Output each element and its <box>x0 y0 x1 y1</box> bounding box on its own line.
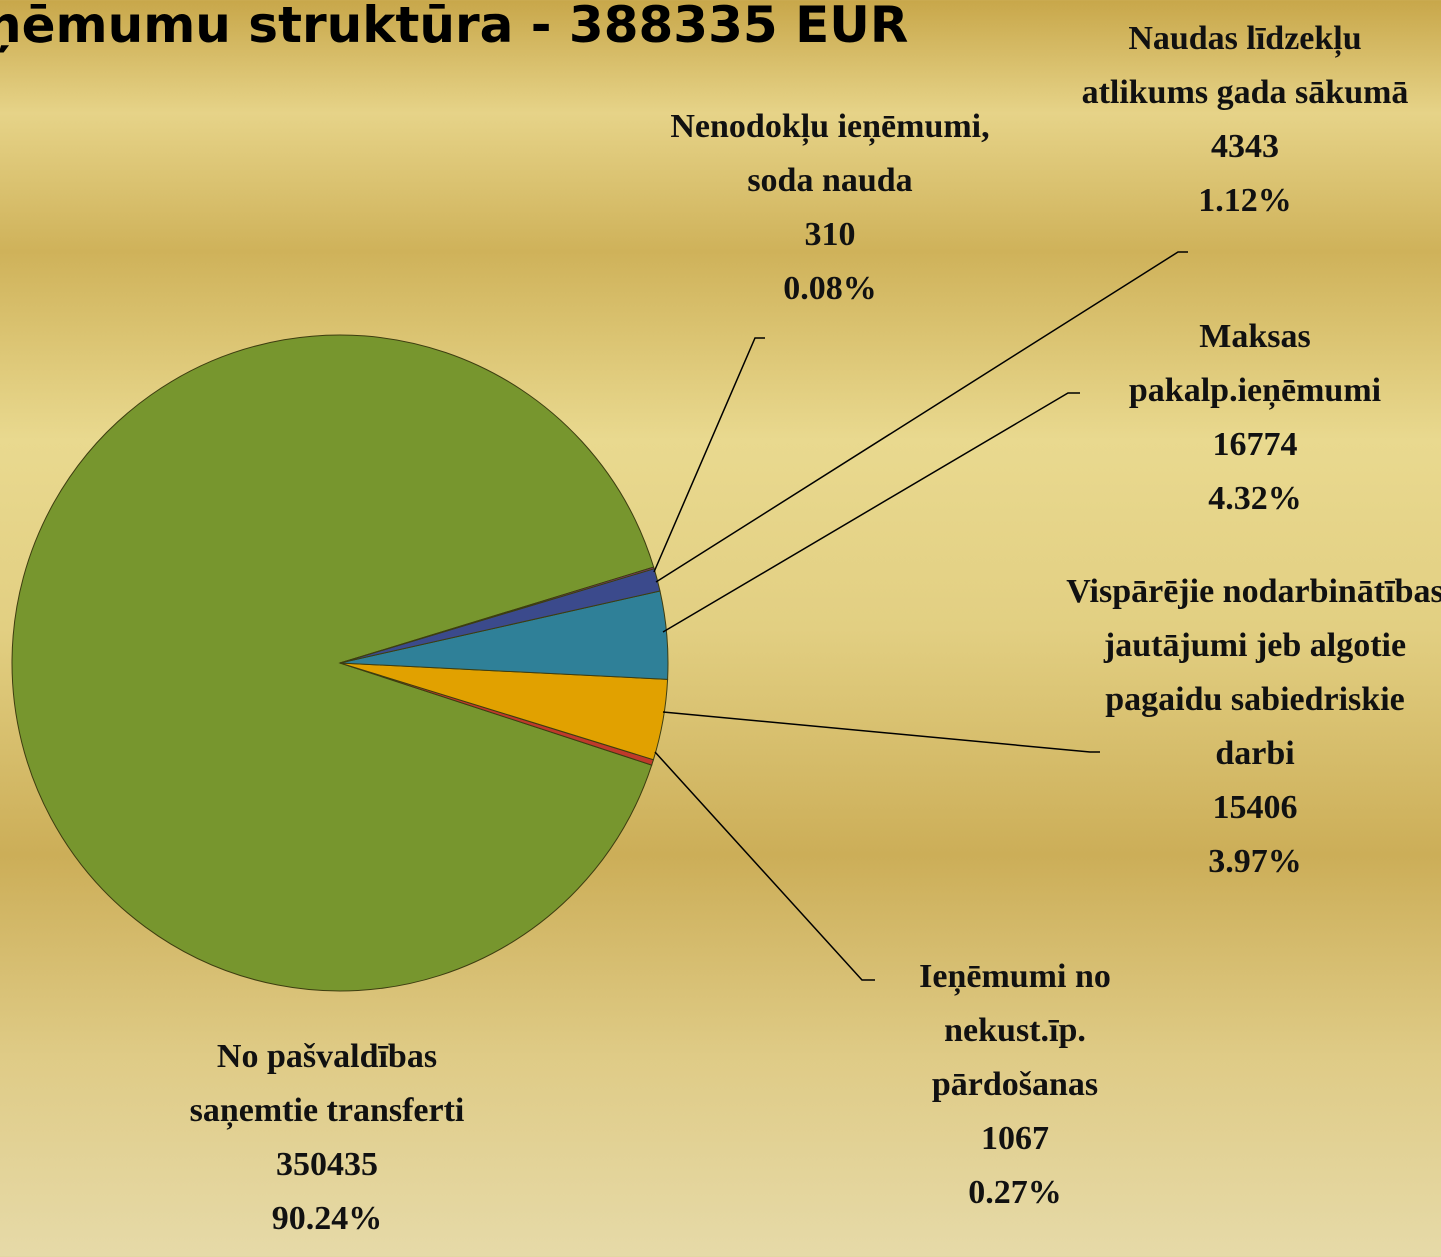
category-label: Naudas līdzekļu atlikums gada sākumā <box>1081 20 1409 111</box>
data-label: Ieņēmumi no nekust.īp. pārdošanas 1067 0.2… <box>865 950 1165 1220</box>
percent-label: 4.32% <box>1208 480 1302 517</box>
pie-slice <box>11 334 655 992</box>
category-label: Ieņēmumi no nekust.īp. pārdošanas <box>919 958 1111 1103</box>
data-label: Nenodokļu ieņēmumi, soda nauda 310 0.08% <box>660 100 1000 316</box>
leader-line <box>653 337 765 573</box>
data-label: Vispārējie nodarbinātības jautājumi jeb … <box>1065 565 1441 889</box>
value-label: 310 <box>804 216 856 253</box>
leader-line <box>662 711 1100 753</box>
leader-line <box>655 251 1188 583</box>
percent-label: 0.27% <box>968 1174 1062 1211</box>
value-label: 4343 <box>1211 128 1279 165</box>
leader-line <box>662 392 1080 633</box>
chart-title: ņēmumu struktūra - 388335 EUR <box>0 0 909 54</box>
value-label: 1067 <box>981 1120 1049 1157</box>
leader-line <box>654 751 875 981</box>
value-label: 350435 <box>276 1146 378 1183</box>
value-label: 16774 <box>1212 426 1298 463</box>
percent-label: 3.97% <box>1208 843 1302 880</box>
data-label: Maksas pakalp.ieņēmumi 16774 4.32% <box>1070 310 1440 526</box>
percent-label: 1.12% <box>1198 182 1292 219</box>
leader-lines <box>653 251 1188 981</box>
pie-slice <box>339 566 655 664</box>
value-label: 15406 <box>1212 789 1298 826</box>
category-label: Vispārējie nodarbinātības jautājumi jeb … <box>1066 573 1441 772</box>
percent-label: 90.24% <box>271 1200 383 1237</box>
data-label: Naudas līdzekļu atlikums gada sākumā 4343… <box>1080 12 1410 228</box>
category-label: No pašvaldības saņemtie transferti <box>189 1038 465 1129</box>
data-label: No pašvaldības saņemtie transferti 350435… <box>167 1030 487 1246</box>
category-label: Nenodokļu ieņēmumi, soda nauda <box>670 108 990 199</box>
category-label: Maksas pakalp.ieņēmumi <box>1128 318 1382 409</box>
percent-label: 0.08% <box>783 270 877 307</box>
